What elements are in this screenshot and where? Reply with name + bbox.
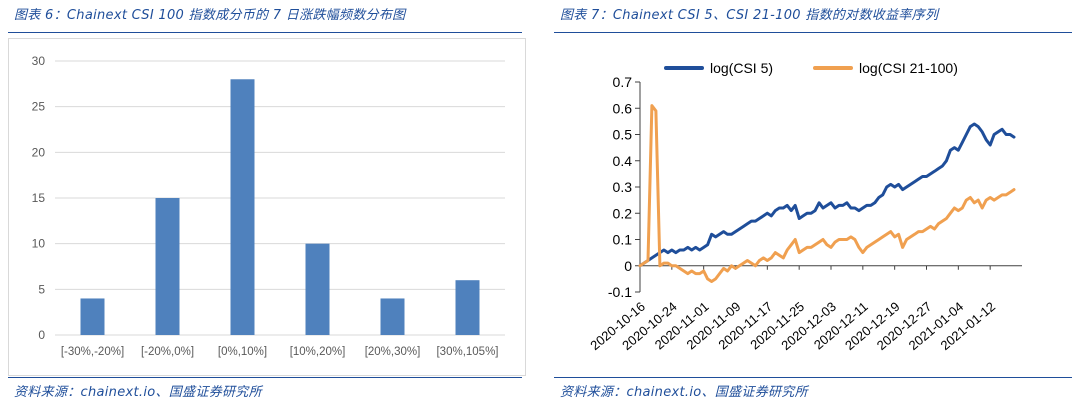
y-tick-label: 0 (624, 258, 632, 274)
bar (155, 198, 180, 335)
bar (305, 243, 330, 335)
x-tick-label: [10%,20%] (290, 346, 346, 358)
source-rule (8, 377, 522, 378)
title-rule (8, 32, 522, 33)
legend-swatch-csi21-100 (813, 66, 854, 70)
legend-swatch-csi5 (664, 66, 704, 70)
figure-7-source: 资料来源：chainext.io、国盛证券研究所 (560, 385, 808, 400)
legend-label-csi5: log(CSI 5) (710, 60, 774, 76)
y-tick-label: 0.5 (613, 127, 633, 143)
figure-7-title: 图表 7：Chainext CSI 5、CSI 21-100 指数的对数收益率序… (560, 8, 939, 23)
y-tick-label: 0.3 (613, 179, 633, 195)
x-tick-label: [30%,105%] (436, 346, 498, 358)
histogram-chart-frame: 0 5 10 15 20 25 30 [-30%,-20%] [-20%,0%] [0%,10%]… (8, 38, 526, 376)
y-tick-label: 25 (32, 100, 46, 114)
y-tick-label: 15 (32, 191, 46, 205)
figure-6-panel: 图表 6：Chainext CSI 100 指数成分币的 7 日涨跌幅频数分布图… (0, 0, 530, 405)
bar (80, 298, 105, 335)
line-chart-legend: log(CSI 5) log(CSI 21-100) (664, 60, 958, 76)
figure-6-title: 图表 6：Chainext CSI 100 指数成分币的 7 日涨跌幅频数分布图 (14, 8, 406, 23)
y-tick-label: 0.2 (613, 205, 633, 221)
y-tick-label: 0.6 (613, 100, 633, 116)
y-tick-label: 0 (38, 328, 45, 342)
figure-7-panel: 图表 7：Chainext CSI 5、CSI 21-100 指数的对数收益率序… (546, 0, 1080, 405)
legend-label-csi21-100: log(CSI 21-100) (859, 60, 958, 76)
y-tick-label: 5 (38, 282, 45, 296)
series-line-csi5 (638, 122, 1016, 268)
bar (380, 298, 405, 335)
y-tick-label: -0.1 (608, 284, 632, 300)
series-line-csi21-100 (638, 104, 1016, 283)
x-tick-label: [0%,10%] (218, 346, 267, 358)
y-tick-label: 0.1 (613, 232, 633, 248)
figure-6-source: 资料来源：chainext.io、国盛证券研究所 (14, 385, 262, 400)
y-tick-label: 0.4 (613, 153, 633, 169)
y-tick-label: 20 (32, 145, 46, 159)
x-tick-label: [-20%,0%] (141, 346, 194, 358)
log-return-line-chart: -0.100.10.20.30.40.50.60.72020-10-162020… (587, 74, 1022, 353)
y-tick-label: 10 (32, 237, 46, 251)
bar (230, 79, 255, 335)
title-rule (554, 32, 1072, 33)
histogram-chart: 0 5 10 15 20 25 30 [-30%,-20%] [-20%,0%] [0%,10%]… (32, 54, 505, 358)
x-tick-label: [-30%,-20%] (61, 346, 124, 358)
x-tick-label: [20%,30%] (365, 346, 421, 358)
legend-item-csi21-100: log(CSI 21-100) (813, 60, 958, 76)
y-tick-label: 30 (32, 54, 46, 68)
bar (455, 280, 480, 335)
y-tick-label: 0.7 (613, 74, 633, 90)
legend-item-csi5: log(CSI 5) (664, 60, 773, 76)
source-rule (554, 377, 1072, 378)
